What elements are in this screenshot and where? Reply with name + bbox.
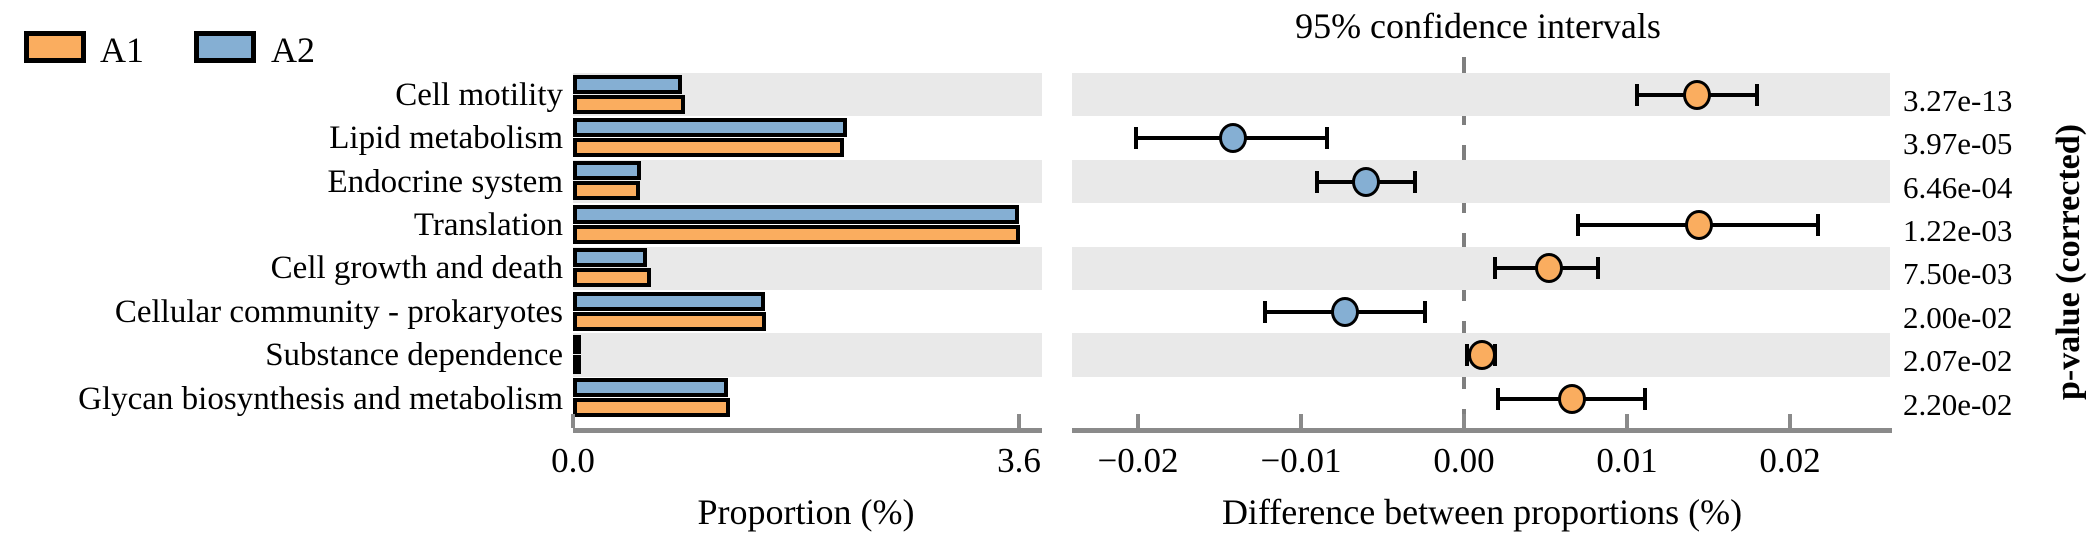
legend-swatch-a1: [24, 31, 86, 63]
row-band-right: [1072, 159, 1890, 204]
category-label: Lipid metabolism: [329, 120, 563, 157]
p-value-label: 3.27e-13: [1903, 82, 2013, 118]
p-value-axis-label: p-value (corrected): [2050, 124, 2087, 400]
p-value-label: 2.07e-02: [1903, 343, 2013, 379]
bar-a2: [573, 117, 847, 137]
ci-dot: [1535, 253, 1563, 284]
bar-a1: [573, 224, 1020, 244]
ci-cap-right: [1816, 213, 1820, 236]
bar-a2: [573, 74, 682, 94]
row-band-left: [573, 246, 1042, 290]
bar-a1: [573, 181, 640, 201]
ci-cap-left: [1493, 257, 1497, 280]
p-value-label: 2.00e-02: [1903, 299, 2013, 335]
p-value-label: 3.97e-05: [1903, 126, 2013, 162]
x-tick-label: 0.02: [1759, 441, 1821, 480]
row-band-right: [1072, 246, 1890, 290]
x-tick: [1788, 414, 1792, 428]
x-tick-label: 3.6: [997, 441, 1041, 480]
legend-label-a2: A2: [271, 30, 315, 70]
x-tick-label: 0.00: [1433, 441, 1495, 480]
bar-a2: [573, 161, 641, 181]
p-value-label: 6.46e-04: [1903, 169, 2013, 205]
right-x-axis-title: Difference between proportions (%): [1221, 492, 1743, 532]
ci-dot: [1468, 340, 1496, 371]
ci-dot: [1331, 296, 1359, 327]
bar-a1: [573, 94, 685, 114]
bar-a2: [573, 248, 647, 268]
p-value-label: 1.22e-03: [1903, 212, 2013, 248]
bar-a2: [573, 334, 581, 354]
bar-a2: [573, 291, 765, 311]
ci-cap-left: [1635, 83, 1639, 106]
category-label: Endocrine system: [327, 163, 563, 200]
ci-cap-right: [1423, 300, 1427, 323]
ci-panel-title: 95% confidence intervals: [1295, 6, 1661, 46]
ci-dot: [1683, 79, 1711, 110]
legend-swatch-a2: [194, 31, 256, 63]
left-x-axis-line: [573, 428, 1042, 433]
category-label: Translation: [413, 206, 563, 243]
ci-cap-left: [1315, 170, 1319, 193]
ci-cap-left: [1263, 300, 1267, 323]
x-tick-label: −0.01: [1260, 441, 1342, 480]
x-tick-label: −0.02: [1097, 441, 1179, 480]
legend-label-a1: A1: [100, 30, 144, 70]
ci-cap-left: [1576, 213, 1580, 236]
x-tick-label: 0.01: [1596, 441, 1658, 480]
x-tick: [1625, 414, 1629, 428]
ci-cap-left: [1134, 127, 1138, 150]
zero-reference-line: [1462, 57, 1466, 428]
ci-cap-right: [1325, 127, 1329, 150]
bar-a1: [573, 137, 844, 157]
ci-cap-left: [1465, 344, 1469, 367]
row-band-left: [573, 159, 1042, 204]
left-x-axis-title: Proportion (%): [697, 492, 915, 532]
x-tick-label: 0.0: [551, 441, 595, 480]
bar-a1: [573, 398, 730, 418]
ci-cap-left: [1496, 387, 1500, 410]
ci-cap-right: [1755, 83, 1759, 106]
bar-a2: [573, 378, 728, 398]
bar-a1: [573, 354, 581, 374]
category-label: Cell growth and death: [270, 250, 563, 287]
bar-a1: [573, 268, 651, 288]
ci-cap-right: [1643, 387, 1647, 410]
row-band-left: [573, 333, 1042, 377]
ci-dot: [1558, 383, 1586, 414]
row-band-right: [1072, 73, 1890, 117]
category-label: Substance dependence: [265, 337, 563, 374]
bar-a2: [573, 204, 1019, 224]
ci-cap-right: [1596, 257, 1600, 280]
ci-dot: [1219, 123, 1247, 154]
bar-a1: [573, 311, 766, 331]
x-tick: [1462, 414, 1466, 428]
category-label: Cellular community - prokaryotes: [114, 293, 563, 330]
x-tick: [571, 414, 575, 428]
x-tick: [1017, 414, 1021, 428]
right-x-axis-line: [1072, 428, 1892, 433]
category-label: Glycan biosynthesis and metabolism: [78, 380, 563, 417]
p-value-label: 2.20e-02: [1903, 386, 2013, 422]
ci-dot: [1352, 166, 1380, 197]
ci-dot: [1685, 209, 1713, 240]
category-label: Cell motility: [395, 76, 563, 113]
p-value-label: 7.50e-03: [1903, 256, 2013, 292]
x-tick: [1136, 414, 1140, 428]
x-tick: [1299, 414, 1303, 428]
ci-cap-right: [1413, 170, 1417, 193]
